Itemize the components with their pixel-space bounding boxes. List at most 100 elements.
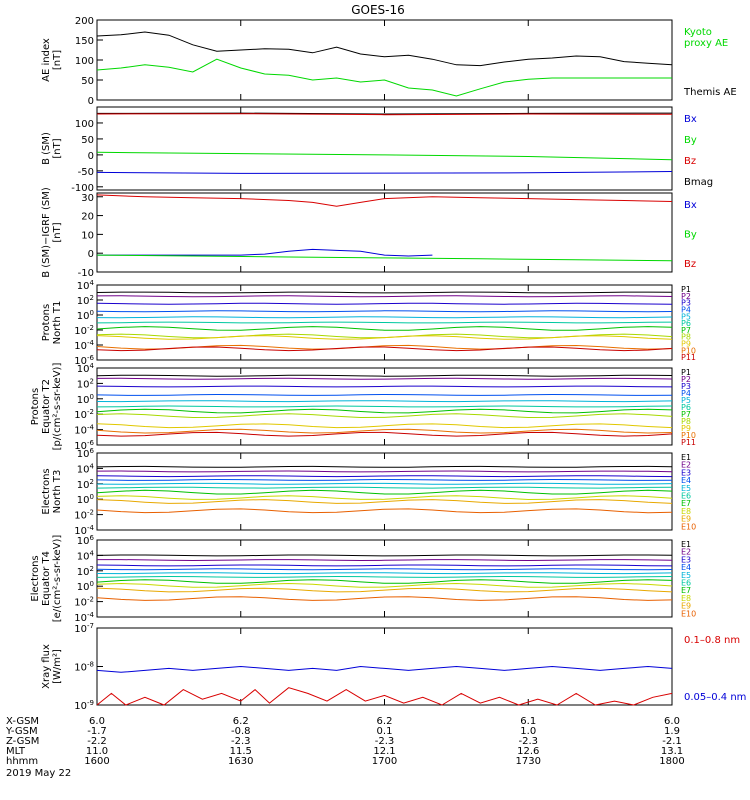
y-axis-label: ProtonsEquator T2[p/(cm²-s-sr-keV)] [30,363,63,451]
y-tick-label: 102 [77,478,94,491]
x-tick-value: -2.1 [662,736,682,747]
legend-entry: Bx [684,114,697,125]
channel-legend: P5 [681,312,691,321]
channel-legend: P11 [681,353,696,362]
channel-legend: E2 [681,461,691,470]
channel-line [96,393,673,396]
series-line [96,194,673,207]
x-tick-value: -2.3 [518,736,538,747]
series-line [96,113,673,116]
channel-legend: P6 [681,403,691,412]
channel-legend: E2 [681,548,691,557]
channel-line [96,326,673,331]
channel-legend: P10 [681,346,696,355]
panel-1: 0 50 100 150 200 AE index[nT] Kyoto proxy AE The… [41,16,737,107]
channel-legend: E6 [681,492,691,501]
channel-legend: P11 [681,438,696,447]
y-tick-label: -50 [78,167,94,178]
channel-legend: E7 [681,586,691,595]
y-tick-label: 50 [81,135,94,146]
channel-legend: E4 [681,563,691,572]
legend-entry: 0.05–0.4 nm [684,692,746,703]
y-tick-label: 100 [77,309,94,322]
channel-line [96,405,673,408]
channel-line [96,413,673,419]
y-tick-label: -100 [71,183,94,194]
channel-legend: E9 [681,515,691,524]
x-tick-value: -1.7 [87,726,107,737]
channel-line [96,489,673,495]
x-row-label: Y-GSM [5,726,38,737]
channel-legend: P4 [681,305,691,314]
channel-line [96,385,673,388]
series-line [97,248,433,257]
channel-legend: P9 [681,424,691,433]
channel-line [96,400,673,403]
y-tick-label: 104 [77,462,95,475]
x-tick-value: 11.0 [86,746,108,757]
x-tick-value: 11.5 [230,746,252,757]
x-tick-value: 12.1 [373,746,395,757]
y-tick-label: 10-2 [74,509,94,522]
y-axis-label: ElectronsEquator T4[e/(cm²-s-sr-keV)] [30,535,63,623]
x-tick-value: 1730 [516,756,541,767]
panel-2: -100 -50 0 50 100 B (SM)[nT] Bx By Bz Bmag [41,106,713,194]
y-tick-label: 10-4 [74,611,94,624]
y-tick-label: 100 [75,56,94,67]
legend-entry: By [684,135,697,146]
y-tick-label: 30 [81,193,94,204]
x-tick-value: 6.0 [664,716,680,727]
channel-legend: E1 [681,540,691,549]
channel-line [96,335,673,340]
y-tick-label: 20 [81,212,94,223]
y-tick-label: 10-2 [74,408,94,421]
x-tick-value: 6.1 [520,716,536,727]
panel-frame [96,106,673,191]
channel-legend: E9 [681,602,691,611]
channel-legend: E3 [681,555,691,564]
y-tick-label: 104 [77,362,95,375]
channel-legend: P1 [681,285,691,294]
y-axis-label: B (SM)[nT] [41,132,63,165]
y-tick-label: 10-4 [74,524,94,537]
panel-8: 10-9 10-8 10-7 Xray flux[W/m²] 0.1–0.8 nm 0.0… [41,622,746,712]
legend-entry: Themis AE [683,87,737,98]
x-row-label: hhmm [6,756,38,767]
channel-line [97,559,673,562]
channel-line [96,470,673,473]
channel-legend: P9 [681,340,691,349]
y-axis-label: ProtonsNorth T1 [41,301,63,345]
y-tick-label: 10-8 [74,661,94,674]
y-tick-label: 150 [75,36,94,47]
y-tick-label: 10-4 [74,339,94,352]
x-tick-value: -2.2 [87,736,107,747]
channel-line [96,465,673,468]
x-tick-value: 1.0 [520,726,536,737]
channel-legend: P3 [681,299,691,308]
channel-legend: E1 [681,453,691,462]
y-tick-label: 102 [77,294,94,307]
panel-4: 10-6 10-4 10-2 100 102 104 ProtonsNorth T1 P1P2… [41,279,696,367]
channel-line [96,431,673,437]
y-tick-label: 100 [77,493,94,506]
x-row-label: MLT [6,746,26,757]
channel-line [96,508,673,514]
channel-line [96,564,673,567]
legend-entry: Kyoto proxy AE [684,27,728,49]
x-tick-value: 6.0 [89,716,105,727]
series-line [96,151,673,161]
channel-line [96,499,673,504]
legend-entry: 0.1–0.8 nm [684,635,740,646]
x-tick-value: -0.8 [231,726,251,737]
channel-line [96,596,673,601]
channel-line [96,291,673,294]
legend-entry: Bmag [684,177,713,188]
y-tick-label: 106 [77,447,95,460]
series-line [96,112,673,115]
panel-frame [96,539,673,618]
y-tick-label: 104 [77,279,95,292]
y-tick-label: 50 [81,76,94,87]
channel-legend: P8 [681,333,691,342]
channel-legend: E10 [681,609,696,618]
y-tick-label: 100 [75,119,94,130]
